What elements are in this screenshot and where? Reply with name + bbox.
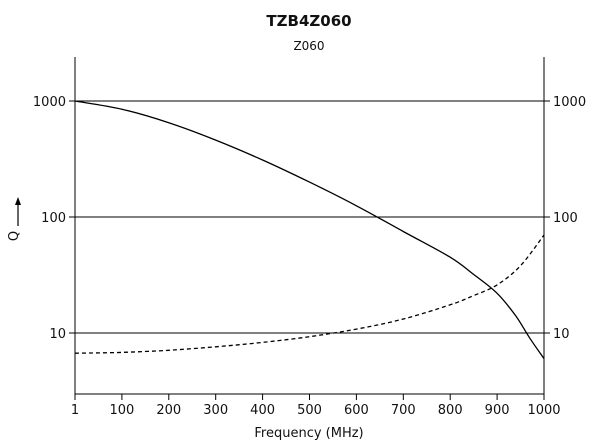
series-line-solid (74, 100, 545, 360)
x-tick-label: 1000 (527, 403, 560, 418)
x-tick-label: 700 (391, 403, 416, 418)
series (74, 100, 545, 360)
x-tick-label: 800 (438, 403, 463, 418)
y-axis-ticks: 10 10 100 100 1000 1000 (33, 95, 586, 342)
y-axis-label-group: Q (7, 197, 22, 241)
y-axis-label: Q (7, 231, 22, 241)
x-axis-label: Frequency (MHz) (254, 426, 363, 441)
y-tick-label-right: 1000 (553, 95, 586, 110)
x-tick-label: 600 (344, 403, 369, 418)
y-tick-label: 10 (49, 327, 66, 342)
y-axis-arrow-icon (15, 197, 21, 205)
x-axis-ticks: 1 100 200 300 400 500 600 700 800 900 1000 (71, 394, 561, 418)
x-tick-label: 100 (109, 403, 134, 418)
x-tick-label: 300 (203, 403, 228, 418)
y-tick-label: 1000 (33, 95, 66, 110)
x-tick-label: 900 (485, 403, 510, 418)
x-tick-label: 400 (250, 403, 275, 418)
grid (75, 100, 544, 334)
y-tick-label-right: 10 (553, 327, 570, 342)
y-tick-label-right: 100 (553, 211, 578, 226)
chart-subtitle: Z060 (293, 39, 324, 53)
y-tick-label: 100 (41, 211, 66, 226)
x-tick-label: 500 (297, 403, 322, 418)
x-tick-label: 1 (71, 403, 79, 418)
chart-title: TZB4Z060 (266, 12, 351, 30)
x-tick-label: 200 (156, 403, 181, 418)
series-line-dashed (74, 234, 545, 354)
